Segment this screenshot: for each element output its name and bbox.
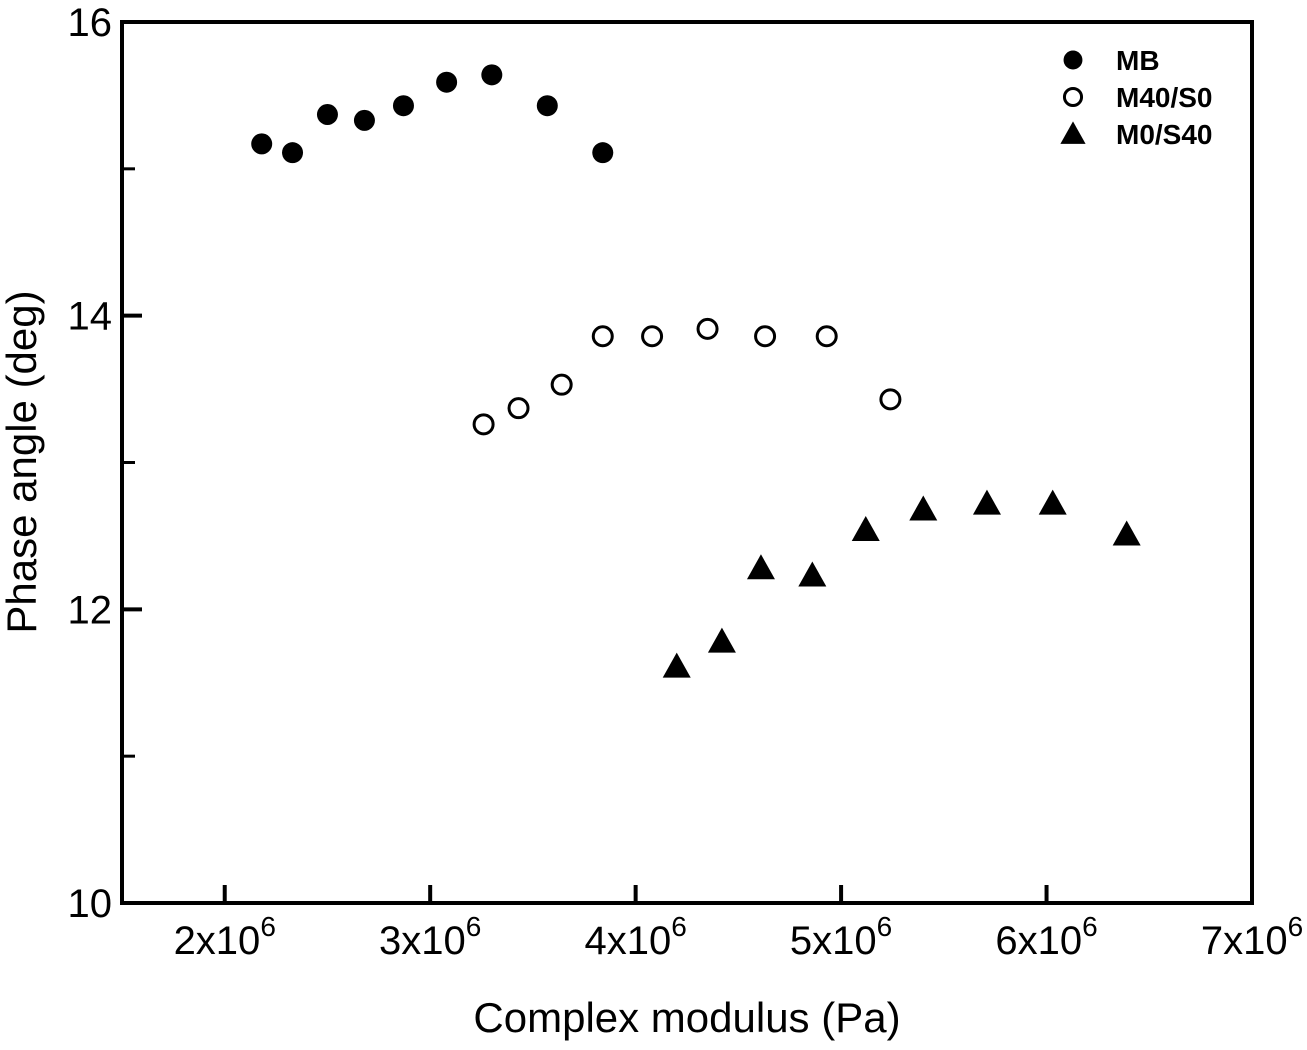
y-tick-label: 10 xyxy=(68,882,113,926)
tick-labels: 2x106 3x106 4x106 5x106 6x106 7x106 10 12 14 16 xyxy=(68,1,1304,963)
legend-entry-m40-s0: M40/S0 xyxy=(1062,82,1213,113)
series-m40-s0 xyxy=(472,317,902,436)
open-circle-marker xyxy=(1062,86,1084,108)
series-mb xyxy=(251,64,614,164)
open-circle-marker xyxy=(507,397,530,420)
filled-circle-marker xyxy=(392,95,414,117)
open-circle-marker xyxy=(815,325,838,348)
x-tick-label: 6x106 xyxy=(995,911,1097,963)
y-axis-title: Phase angle (deg) xyxy=(0,290,45,633)
legend-label: M40/S0 xyxy=(1116,82,1213,113)
x-axis-title: Complex modulus (Pa) xyxy=(473,994,900,1041)
filled-triangle-marker xyxy=(746,554,775,580)
x-tick-label: 2x106 xyxy=(174,911,276,963)
filled-circle-marker xyxy=(353,109,375,131)
filled-circle-marker xyxy=(282,142,304,164)
x-tick-label: 3x106 xyxy=(379,911,481,963)
filled-triangle-marker xyxy=(662,652,691,678)
legend-entry-m0-s40: M0/S40 xyxy=(1060,119,1213,150)
open-circle-marker xyxy=(696,317,719,340)
series-m0-s40 xyxy=(662,489,1141,678)
filled-triangle-marker xyxy=(1112,520,1141,546)
open-circle-marker xyxy=(550,373,573,396)
filled-circle-marker xyxy=(536,95,558,117)
filled-triangle-marker xyxy=(909,495,938,521)
filled-triangle-marker xyxy=(707,627,736,653)
open-circle-marker xyxy=(591,325,614,348)
legend-entry-mb: MB xyxy=(1063,45,1160,76)
filled-circle-marker xyxy=(436,71,458,93)
open-circle-marker xyxy=(879,388,902,411)
filled-triangle-marker xyxy=(851,516,880,542)
filled-circle-marker xyxy=(316,104,338,126)
open-circle-marker xyxy=(472,413,495,436)
open-circle-marker xyxy=(754,325,777,348)
filled-triangle-marker xyxy=(972,489,1001,515)
legend-label: M0/S40 xyxy=(1116,119,1213,150)
x-tick-label: 5x106 xyxy=(790,911,892,963)
filled-circle-marker xyxy=(1063,50,1083,70)
data-series xyxy=(251,64,1141,678)
open-circle-marker xyxy=(641,325,664,348)
filled-circle-marker xyxy=(251,133,273,155)
y-tick-label: 16 xyxy=(68,1,113,45)
x-tick-label: 7x106 xyxy=(1201,911,1303,963)
filled-circle-marker xyxy=(481,64,503,86)
filled-triangle-marker xyxy=(1060,121,1086,144)
plot-frame xyxy=(120,20,1254,905)
y-tick-label: 14 xyxy=(68,295,113,339)
filled-triangle-marker xyxy=(1038,489,1067,515)
legend: MB M40/S0 M0/S40 xyxy=(1060,45,1213,150)
y-tick-label: 12 xyxy=(68,588,113,632)
legend-label: MB xyxy=(1116,45,1160,76)
filled-triangle-marker xyxy=(798,561,827,587)
x-tick-label: 4x106 xyxy=(584,911,686,963)
filled-circle-marker xyxy=(592,142,614,164)
